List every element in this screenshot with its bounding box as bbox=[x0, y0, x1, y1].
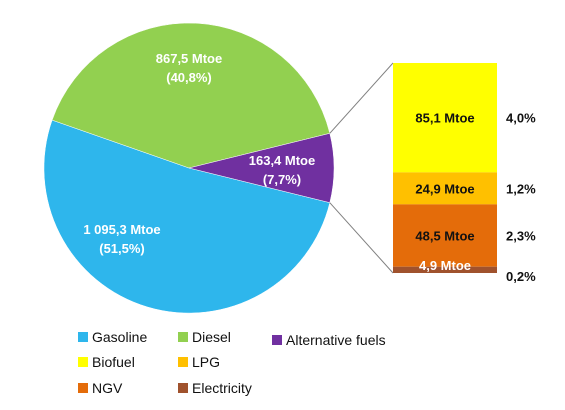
bar-value-label-lpg: 24,9 Mtoe bbox=[415, 181, 474, 196]
legend-label-diesel: Diesel bbox=[192, 329, 231, 345]
pie-percent-label-alternative-fuels: (7,7%) bbox=[263, 172, 301, 187]
bar-labels: 85,1 Mtoe 4,0% 24,9 Mtoe 1,2% 48,5 Mtoe 2,3% 4… bbox=[415, 111, 536, 284]
bar-segment-biofuel bbox=[393, 63, 497, 173]
pie-slice-gasoline bbox=[43, 119, 331, 314]
legend-swatch-biofuel bbox=[78, 357, 88, 367]
bar-segment-electricity bbox=[393, 266, 497, 273]
legend-label-ngv: NGV bbox=[92, 380, 123, 396]
bar-value-label-biofuel: 85,1 Mtoe bbox=[415, 111, 474, 126]
pie-slice-diesel bbox=[51, 22, 331, 169]
connector-line-top bbox=[329, 62, 394, 134]
connector-line-bottom bbox=[329, 202, 394, 274]
pie-value-label-gasoline: 1 095,3 Mtoe bbox=[83, 222, 160, 237]
bar-percent-label-biofuel: 4,0% bbox=[506, 111, 536, 126]
legend-label-electricity: Electricity bbox=[192, 380, 252, 396]
bar-percent-label-ngv: 2,3% bbox=[506, 229, 536, 244]
legend-label-lpg: LPG bbox=[192, 354, 220, 370]
legend-swatch-lpg bbox=[178, 357, 188, 367]
bar-percent-label-lpg: 1,2% bbox=[506, 181, 536, 196]
legend-swatch-electricity bbox=[178, 383, 188, 393]
pie-value-label-alternative-fuels: 163,4 Mtoe bbox=[249, 153, 315, 168]
pie bbox=[43, 22, 335, 314]
legend-label-gasoline: Gasoline bbox=[92, 329, 147, 345]
legend-swatch-alternative-fuels bbox=[272, 335, 282, 345]
pie-value-label-diesel: 867,5 Mtoe bbox=[156, 51, 222, 66]
legend: Gasoline Diesel Alternative fuels Biofuel LP… bbox=[78, 329, 386, 396]
legend-label-alternative-fuels: Alternative fuels bbox=[286, 332, 386, 348]
pie-slice-alternative-fuels bbox=[188, 133, 335, 203]
bar-value-label-ngv: 48,5 Mtoe bbox=[415, 229, 474, 244]
alternative-fuels-breakdown-bar bbox=[393, 63, 497, 273]
bar-value-label-electricity: 4,9 Mtoe bbox=[419, 258, 471, 273]
bar-segment-ngv bbox=[393, 204, 497, 267]
pie-percent-label-diesel: (40,8%) bbox=[166, 70, 212, 85]
legend-swatch-gasoline bbox=[78, 332, 88, 342]
legend-swatch-diesel bbox=[178, 332, 188, 342]
pie-labels: 1 095,3 Mtoe (51,5%) 867,5 Mtoe (40,8%) 163,… bbox=[83, 51, 315, 256]
pie-percent-label-gasoline: (51,5%) bbox=[99, 241, 145, 256]
connector-lines bbox=[329, 62, 394, 274]
bar-percent-label-electricity: 0,2% bbox=[506, 269, 536, 284]
bar-segment-lpg bbox=[393, 172, 497, 205]
legend-label-biofuel: Biofuel bbox=[92, 354, 135, 370]
legend-swatch-ngv bbox=[78, 383, 88, 393]
